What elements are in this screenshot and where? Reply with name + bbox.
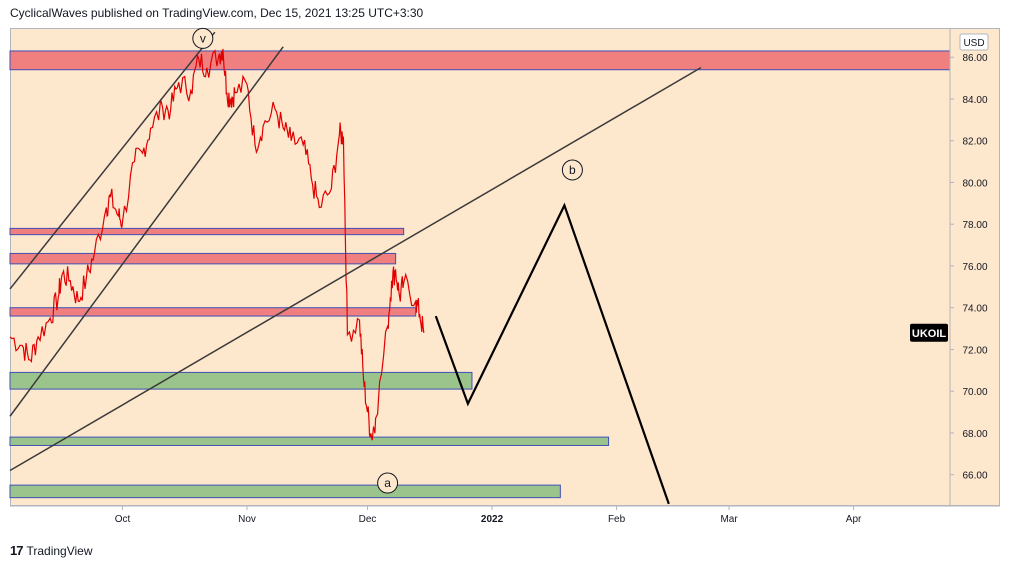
- wave-label: a: [384, 476, 391, 490]
- wave-label-circle: [561, 159, 583, 181]
- support-zone: [9, 484, 561, 499]
- x-tick-label: Nov: [238, 514, 256, 525]
- x-tick-label: Apr: [846, 514, 862, 525]
- tradingview-logo-icon: 17: [10, 543, 24, 558]
- trendlines-layer: [9, 31, 702, 472]
- price-line: [9, 48, 425, 441]
- y-tick-label: 74.00: [962, 304, 987, 315]
- y-tick-label: 80.00: [962, 178, 987, 189]
- last-price-badge: UKOIL: [910, 323, 948, 342]
- x-axis[interactable]: Oct Nov Dec 2022 Feb Mar Apr: [10, 505, 1000, 525]
- wave-labels-layer: v b a: [192, 27, 583, 494]
- publish-info: CyclicalWaves published on TradingView.c…: [10, 6, 424, 20]
- x-tick-label: 2022: [481, 514, 504, 525]
- zones-layer: [9, 50, 951, 499]
- wave-label: v: [200, 31, 206, 45]
- y-tick-label: 76.00: [962, 262, 987, 273]
- footer: 17 TradingView: [10, 543, 93, 558]
- resistance-zone: [9, 252, 397, 265]
- chart-area[interactable]: [10, 28, 1000, 506]
- footer-brand: TradingView: [26, 543, 93, 558]
- trendline: [9, 31, 216, 290]
- currency-label: USD: [963, 38, 984, 49]
- y-tick-label: 78.00: [962, 220, 987, 231]
- resistance-zone: [9, 50, 951, 71]
- support-zone: [9, 371, 473, 390]
- trendline: [9, 46, 284, 417]
- y-tick-label: 70.00: [962, 387, 987, 398]
- resistance-zone: [9, 307, 417, 317]
- resistance-zone: [9, 227, 405, 236]
- x-tick-label: Mar: [720, 514, 738, 525]
- x-tick-label: Feb: [608, 514, 626, 525]
- projection-path: [434, 202, 670, 505]
- wave-label-circle: [192, 27, 214, 49]
- trendline: [9, 67, 702, 472]
- y-tick-label: 68.00: [962, 429, 987, 440]
- wave-label: b: [569, 163, 576, 177]
- y-tick-label: 84.00: [962, 95, 987, 106]
- y-tick-label: 72.00: [962, 345, 987, 356]
- y-tick-label: 86.00: [962, 53, 987, 64]
- y-tick-label: 66.00: [962, 471, 987, 482]
- symbol-label: UKOIL: [912, 328, 947, 340]
- projection-layer: [434, 202, 670, 505]
- x-tick-label: Oct: [115, 514, 131, 525]
- x-tick-label: Dec: [359, 514, 377, 525]
- price-series-layer: [9, 48, 425, 441]
- y-tick-label: 82.00: [962, 137, 987, 148]
- currency-badge[interactable]: [959, 33, 989, 51]
- y-axis[interactable]: USD 66.00 68.00 70.00 72.00 74.00 76.00 78.00 8…: [949, 28, 989, 506]
- wave-label-circle: [377, 472, 399, 494]
- support-zone: [9, 436, 610, 446]
